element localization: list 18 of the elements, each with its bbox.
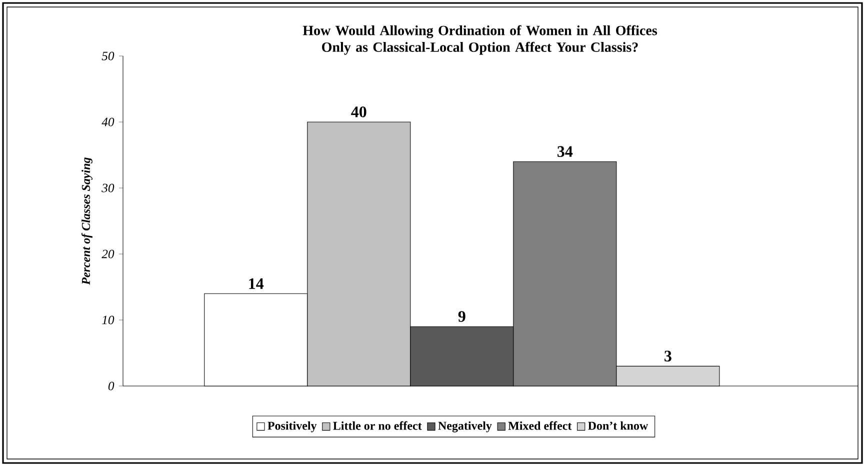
legend-label: Mixed effect <box>508 421 572 430</box>
legend-label: Negatively <box>438 421 492 432</box>
data-label: 9 <box>458 311 466 322</box>
chart-title: How Would Allowing Ordination of Women in All Offices Only as Classical-Local Option Affect Your Classis? <box>302 25 658 55</box>
legend-label: Little or no effect <box>333 421 422 430</box>
y-tick-label: 10 <box>102 316 114 324</box>
y-tick-label: 30 <box>102 184 114 192</box>
legend-label: Don’t know <box>588 421 648 430</box>
data-label: 34 <box>558 146 573 157</box>
y-tick-label: 0 <box>108 382 114 390</box>
data-label: 40 <box>351 106 366 118</box>
data-label: 14 <box>249 278 264 289</box>
data-label: 3 <box>664 350 672 362</box>
y-tick-label: 20 <box>102 250 114 258</box>
legend-label: Positively <box>268 421 317 432</box>
y-tick-label: 40 <box>102 118 114 126</box>
y-tick-label: 50 <box>102 52 114 60</box>
y-axis-title: Percent of Classes Saying <box>81 157 92 285</box>
